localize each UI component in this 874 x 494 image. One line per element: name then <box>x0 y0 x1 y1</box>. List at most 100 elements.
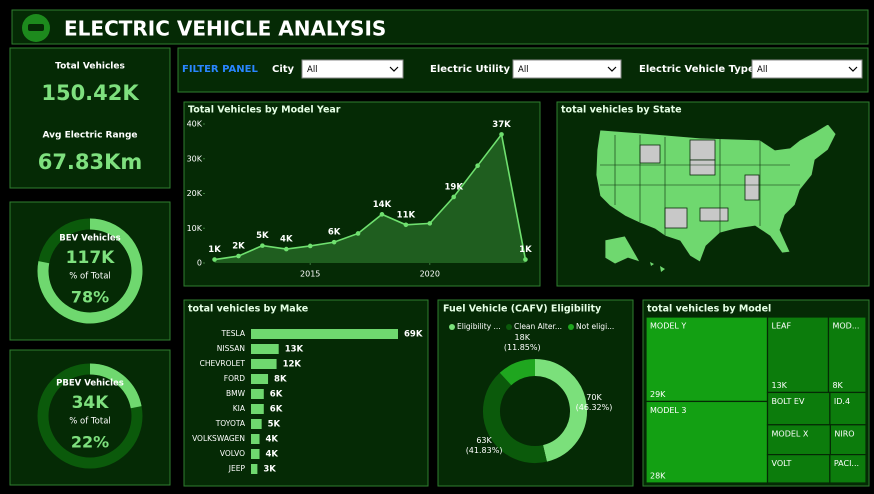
dropdown-caret <box>848 66 858 72</box>
data-label: (41.83%) <box>466 446 503 455</box>
bar <box>251 389 264 399</box>
point <box>523 257 528 262</box>
y-tick-label: 10K <box>187 224 203 233</box>
data-label: 8K <box>832 381 843 390</box>
data-label: 4K <box>266 435 279 445</box>
data-label: 63K <box>476 436 492 445</box>
data-label: 18K <box>515 333 531 342</box>
dropdown[interactable] <box>751 59 863 79</box>
y-tick-label: 20K <box>187 189 203 198</box>
dropdown[interactable] <box>301 59 404 79</box>
dropdown-caret <box>607 66 617 72</box>
data-label: 1K <box>519 245 532 255</box>
donut-slice <box>499 359 536 386</box>
y-tick-label: VOLVO <box>220 449 245 458</box>
data-label: 29K <box>650 390 666 399</box>
donut-slice <box>483 372 547 463</box>
gauge-title: BEV Vehicles <box>59 234 120 244</box>
data-label: 13K <box>772 381 788 390</box>
kpi-label: Avg Electric Range <box>42 131 137 141</box>
legend-label: Clean Alter... <box>514 322 562 331</box>
data-label: 28K <box>650 472 666 481</box>
filter-label: Electric Utility <box>430 64 510 75</box>
y-tick-label: 0 <box>197 259 202 268</box>
treemap-cell <box>766 316 830 394</box>
data-label: 2K <box>232 242 245 252</box>
bar <box>251 404 264 414</box>
chart-title: Fuel Vehicle (CAFV) Eligibility <box>443 304 602 315</box>
panel <box>183 299 429 487</box>
filter-label: Electric Vehicle Type <box>639 64 755 75</box>
gauge-value: 34K <box>72 393 110 413</box>
map-state <box>664 207 688 229</box>
chart-title: total vehicles by Make <box>188 304 308 315</box>
treemap-cell <box>827 316 867 394</box>
data-label: 8K <box>274 375 287 385</box>
data-label: 4K <box>280 235 293 245</box>
bar <box>251 329 398 339</box>
y-tick-label: TESLA <box>220 329 245 338</box>
map-state <box>744 174 760 201</box>
x-tick-label: 2020 <box>420 270 440 279</box>
cell-label: MODEL Y <box>650 322 686 331</box>
bar <box>251 374 269 384</box>
point <box>355 231 361 236</box>
treemap-cell <box>829 424 867 456</box>
dropdown[interactable] <box>512 59 622 79</box>
treemap-cell <box>766 454 831 484</box>
legend-marker <box>506 324 512 330</box>
point <box>427 221 433 226</box>
dropdown-value: All <box>307 65 318 75</box>
data-label: 5K <box>256 231 269 241</box>
point <box>451 194 456 200</box>
gauge-percent: 22% <box>71 433 109 452</box>
y-tick-label: JEEP <box>228 464 246 473</box>
filter-title: FILTER PANEL <box>182 64 258 75</box>
cell-label: NIRO <box>834 429 854 438</box>
legend-marker <box>568 324 574 330</box>
data-label: (46.32%) <box>576 403 613 412</box>
kpi-value: 67.83Km <box>38 150 143 174</box>
y-tick-label: CHEVROLET <box>200 359 246 368</box>
cell-label: VOLT <box>772 459 792 468</box>
gauge-arc <box>37 218 143 324</box>
point <box>236 253 241 259</box>
gauge-arc <box>89 363 142 409</box>
data-label: 14K <box>373 200 392 210</box>
dropdown-caret <box>389 66 399 72</box>
y-tick-label: FORD <box>224 374 245 383</box>
gauge-percent: 78% <box>71 288 109 307</box>
data-label: 6K <box>270 390 283 400</box>
dropdown-value: All <box>757 65 768 75</box>
y-tick-label: 30K <box>187 154 203 163</box>
bar <box>251 419 262 429</box>
cell-label: MODEL X <box>772 429 809 438</box>
point <box>212 257 217 262</box>
point <box>475 163 480 168</box>
chart-title: total vehicles by Model <box>647 304 771 315</box>
cell-label: PACI... <box>834 459 859 468</box>
y-tick-label: VOLKSWAGEN <box>192 434 245 443</box>
treemap-cell <box>645 316 769 403</box>
data-label: 69K <box>404 330 423 340</box>
data-label: 13K <box>285 345 304 355</box>
data-label: 11K <box>397 210 416 220</box>
map-state <box>639 144 661 164</box>
y-tick-label: NISSAN <box>217 344 245 353</box>
point <box>307 243 313 249</box>
logo-car <box>28 24 44 31</box>
map-state <box>689 139 716 161</box>
cell-label: MOD... <box>832 322 859 331</box>
point <box>284 246 289 252</box>
map-state <box>689 159 716 176</box>
treemap-cell <box>766 391 831 426</box>
gauge-subtitle: % of Total <box>69 417 111 427</box>
data-label: 6K <box>328 228 341 238</box>
cell-label: ID.4 <box>834 397 850 406</box>
donut-slice <box>534 359 587 462</box>
map-state <box>699 207 729 222</box>
map-alaska <box>604 235 641 265</box>
legend-label: Eligibility ... <box>457 322 501 331</box>
kpi-card <box>9 47 171 189</box>
